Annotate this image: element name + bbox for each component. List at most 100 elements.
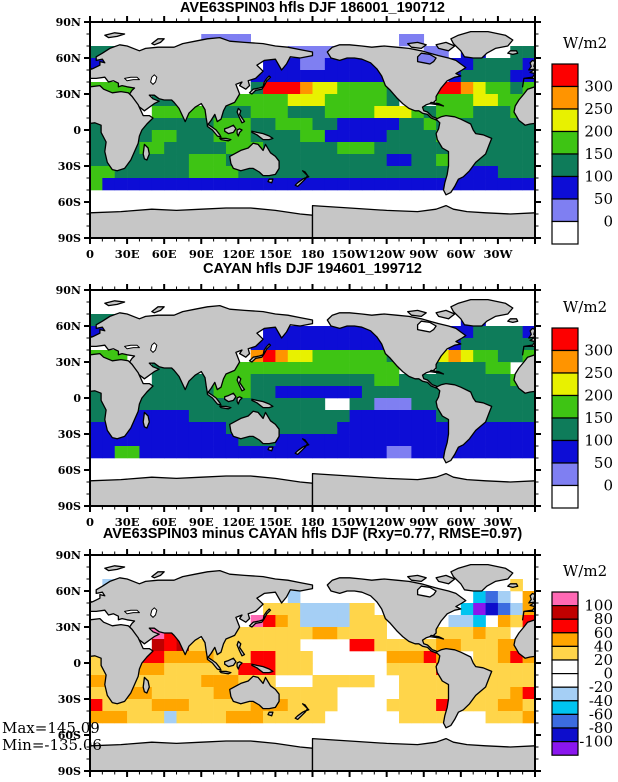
grid-cell bbox=[497, 386, 511, 399]
grid-cell bbox=[90, 422, 103, 435]
grid-cell bbox=[522, 446, 535, 459]
grid-cell bbox=[188, 142, 202, 155]
x-axis-label: 90W bbox=[409, 247, 439, 258]
y-axis-label: 60N bbox=[56, 52, 81, 65]
grid-cell bbox=[300, 663, 313, 676]
grid-cell bbox=[460, 82, 474, 95]
colorbar-box bbox=[551, 394, 579, 419]
grid-cell bbox=[411, 154, 425, 167]
grid-cell bbox=[275, 94, 289, 107]
grid-cell bbox=[485, 338, 499, 351]
grid-cell bbox=[324, 70, 338, 83]
grid-cell bbox=[188, 398, 202, 411]
grid-cell bbox=[225, 374, 239, 387]
landmass-australia bbox=[229, 675, 280, 710]
grid-cell bbox=[250, 374, 264, 387]
landmass-victoria bbox=[407, 574, 427, 583]
colorbar-units-label: W/m2 bbox=[563, 562, 607, 580]
x-axis-label: 60E bbox=[152, 780, 177, 782]
grid-cell bbox=[349, 94, 363, 107]
grid-cell bbox=[386, 142, 400, 155]
colorbar-tick-label: 50 bbox=[594, 454, 613, 472]
grid-cell bbox=[337, 166, 350, 179]
grid-cell bbox=[337, 338, 350, 351]
x-axis-label: 150W bbox=[331, 515, 369, 526]
grid-cell bbox=[423, 663, 437, 676]
grid-cell bbox=[361, 374, 375, 387]
grid-cell bbox=[497, 675, 511, 688]
colorbar-tick-label: 300 bbox=[584, 78, 613, 96]
grid-cell bbox=[275, 410, 289, 423]
grid-cell bbox=[275, 130, 289, 143]
grid-cell bbox=[510, 178, 523, 191]
colorbar-tick-label: -40 bbox=[589, 692, 613, 710]
grid-cell bbox=[188, 699, 202, 712]
landmass-java bbox=[219, 137, 232, 142]
grid-cell bbox=[287, 422, 301, 435]
grid-cell bbox=[188, 130, 202, 143]
grid-cell bbox=[300, 118, 313, 131]
grid-cell bbox=[213, 711, 227, 724]
grid-cell bbox=[510, 446, 523, 459]
grid-cell bbox=[213, 166, 227, 179]
grid-cell bbox=[151, 675, 165, 688]
grid-cell bbox=[114, 446, 128, 459]
grid-cell bbox=[176, 687, 190, 700]
grid-cell bbox=[510, 130, 523, 143]
grid-cell bbox=[473, 362, 486, 375]
landmass-uk bbox=[528, 327, 535, 339]
grid-cell bbox=[300, 603, 313, 616]
landmass-newzealand bbox=[294, 703, 310, 721]
landmass-greenland bbox=[450, 298, 514, 327]
landmass-borneo bbox=[224, 124, 237, 135]
landmass-uk bbox=[528, 59, 535, 71]
grid-cell bbox=[485, 446, 499, 459]
grid-cell bbox=[399, 118, 412, 131]
grid-cell bbox=[275, 446, 289, 459]
grid-cell bbox=[510, 434, 523, 447]
grid-cell bbox=[238, 178, 251, 191]
grid-cell bbox=[312, 46, 326, 59]
grid-cell bbox=[151, 434, 165, 447]
panel2-title: CAYAN hfls DJF 194601_199712 bbox=[203, 261, 422, 277]
grid-cell bbox=[349, 410, 363, 423]
grid-cell bbox=[312, 166, 326, 179]
grid-cell bbox=[361, 675, 375, 688]
grid-cell bbox=[386, 446, 400, 459]
grid-cell bbox=[497, 350, 511, 363]
grid-cell bbox=[275, 651, 289, 664]
landmass-novaya bbox=[151, 306, 165, 314]
landmass-svalbard bbox=[104, 565, 126, 572]
grid-cell bbox=[225, 106, 239, 119]
grid-cell bbox=[287, 58, 301, 71]
grid-cell bbox=[201, 178, 214, 191]
grid-cell bbox=[522, 154, 535, 167]
grid-cell bbox=[312, 326, 326, 339]
grid-cell bbox=[337, 422, 350, 435]
grid-cell bbox=[176, 434, 190, 447]
grid-cell bbox=[374, 422, 387, 435]
grid-cell bbox=[522, 711, 535, 724]
grid-cell bbox=[399, 166, 412, 179]
grid-cell bbox=[312, 58, 326, 71]
grid-cell bbox=[263, 374, 276, 387]
grid-cell bbox=[411, 386, 425, 399]
grid-cell bbox=[374, 615, 387, 628]
x-axis-label: 30E bbox=[115, 780, 140, 782]
grid-cell bbox=[176, 699, 190, 712]
grid-cell bbox=[324, 422, 338, 435]
grid-cell bbox=[287, 627, 301, 640]
grid-cell bbox=[485, 374, 499, 387]
landmass-africa bbox=[513, 354, 535, 394]
grid-cell bbox=[287, 70, 301, 83]
grid-cell bbox=[423, 142, 437, 155]
landmass-iceland bbox=[507, 318, 519, 324]
grid-cell bbox=[448, 350, 462, 363]
x-axis-label: 30W bbox=[483, 515, 513, 526]
grid-cell bbox=[176, 130, 190, 143]
grid-cell bbox=[275, 362, 289, 375]
grid-cell bbox=[287, 711, 301, 724]
grid-cell bbox=[448, 106, 462, 119]
grid-cell bbox=[497, 591, 511, 604]
x-axis-label: 30W bbox=[483, 247, 513, 258]
